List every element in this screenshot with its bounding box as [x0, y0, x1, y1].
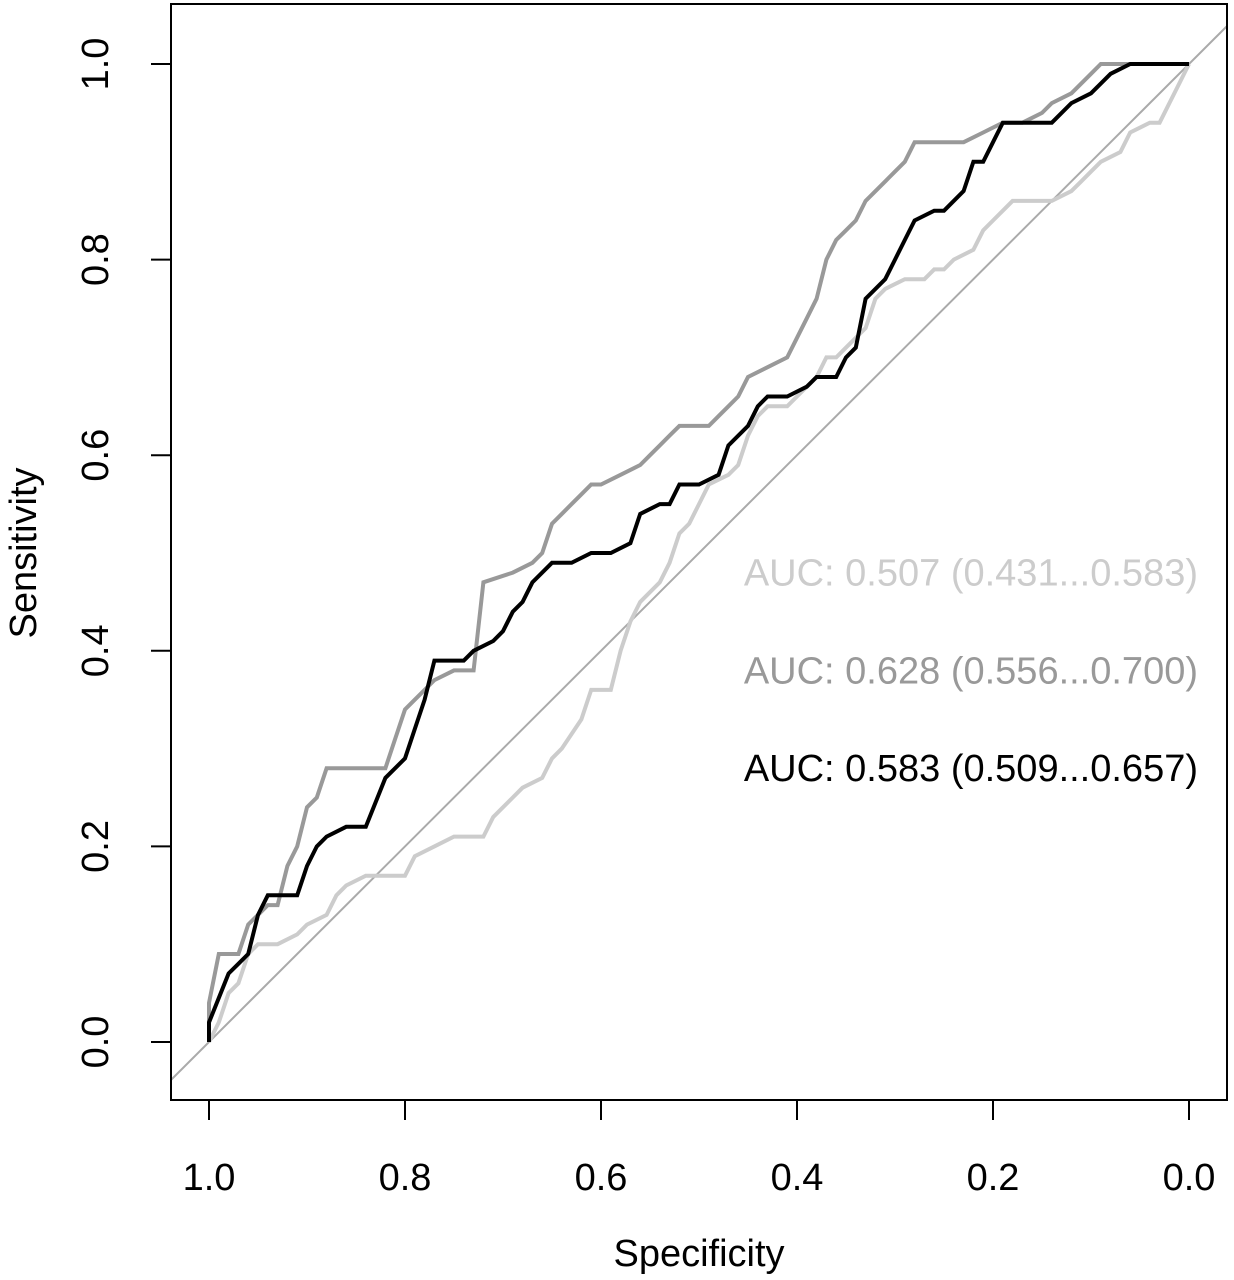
- y-tick-label: 0.2: [75, 820, 117, 873]
- axes-layer: 1.0 0.8 0.6 0.4 0.2 0.0 0.0 0.2 0.4 0.6 0.8 1.0: [75, 38, 1215, 1199]
- y-tick-label: 0.6: [75, 429, 117, 482]
- auc-label-series-1: AUC: 0.507 (0.431...0.583): [744, 553, 1198, 595]
- x-axis-title: Specificity: [613, 1233, 784, 1275]
- roc-curve-series-2: [207, 62, 1189, 1042]
- y-tick-label: 0.8: [75, 233, 117, 286]
- y-tick-label: 0.4: [75, 624, 117, 677]
- reference-diagonal: [171, 24, 1227, 1082]
- roc-curve-series-3: [207, 62, 1189, 1042]
- x-tick-label: 0.4: [771, 1157, 824, 1199]
- y-axis-title: Sensitivity: [3, 467, 45, 638]
- roc-curve-series-1: [207, 63, 1191, 1043]
- x-tick-label: 0.6: [575, 1157, 628, 1199]
- series-layer: [207, 62, 1191, 1043]
- auc-label-series-3: AUC: 0.583 (0.509...0.657): [744, 748, 1198, 790]
- x-tick-label: 0.0: [1163, 1157, 1216, 1199]
- x-tick-label: 0.8: [379, 1157, 432, 1199]
- x-tick-label: 0.2: [967, 1157, 1020, 1199]
- reference-layer: [171, 24, 1227, 1082]
- auc-labels: AUC: 0.507 (0.431...0.583) AUC: 0.628 (0.…: [744, 553, 1198, 791]
- y-tick-label: 1.0: [75, 38, 117, 91]
- x-tick-label: 1.0: [183, 1157, 236, 1199]
- y-tick-label: 0.0: [75, 1016, 117, 1069]
- auc-label-series-2: AUC: 0.628 (0.556...0.700): [744, 650, 1198, 692]
